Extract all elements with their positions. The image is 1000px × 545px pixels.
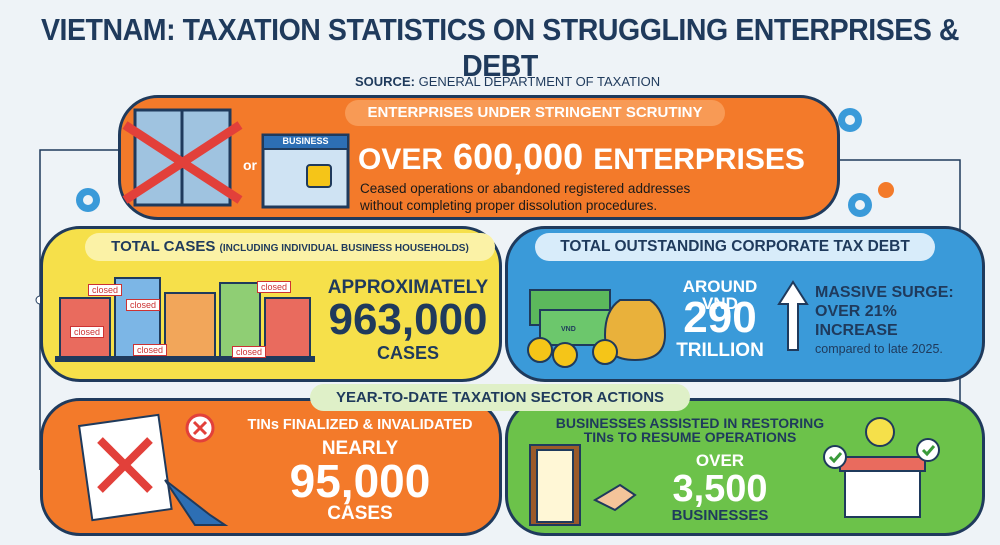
closed-sign: closed <box>232 346 267 358</box>
restore-title: BUSINESSES ASSISTED IN RESTORING TINs TO… <box>555 415 825 445</box>
debt-lead: AROUND VND <box>682 277 758 313</box>
shop-icon <box>823 417 940 518</box>
actions-heading: YEAR-TO-DATE TAXATION SECTOR ACTIONS <box>310 384 690 411</box>
scrutiny-figure: OVER 600,000 ENTERPRISES <box>358 136 805 178</box>
tins-unit: CASES <box>327 503 393 524</box>
debt-heading: TOTAL OUTSTANDING CORPORATE TAX DEBT <box>535 233 935 261</box>
closed-door-icon <box>122 108 350 209</box>
closed-sign: closed <box>257 281 292 293</box>
source-label: SOURCE: <box>355 74 415 89</box>
title: VIETNAM: TAXATION STATISTICS ON STRUGGLI… <box>40 12 960 83</box>
cases-heading-note: (INCLUDING INDIVIDUAL BUSINESS HOUSEHOLD… <box>219 243 469 254</box>
tins-lead: NEARLY <box>321 438 399 459</box>
restore-unit: BUSINESSES <box>671 507 769 524</box>
coin-label: VND <box>561 326 576 333</box>
cases-unit: CASES <box>376 343 439 363</box>
restore-lead: OVER <box>695 451 745 470</box>
scrutiny-suffix: ENTERPRISES <box>593 143 805 176</box>
debt-number: 290 <box>683 293 757 342</box>
closed-sign: closed <box>88 284 123 296</box>
surge: MASSIVE SURGE: OVER 21% INCREASE compare… <box>815 283 954 359</box>
source-text: GENERAL DEPARTMENT OF TAXATION <box>418 74 661 89</box>
restore-number: 3,500 <box>672 468 768 510</box>
up-arrow <box>777 280 809 351</box>
money-icon <box>527 289 667 368</box>
document-icon <box>77 413 229 526</box>
scrutiny-description: Ceased operations or abandoned registere… <box>360 181 691 213</box>
closed-sign: closed <box>133 344 168 356</box>
surge-value: OVER 21% <box>815 303 897 320</box>
surge-word: INCREASE <box>815 322 898 339</box>
closed-sign: closed <box>126 299 161 311</box>
door-handshake-icon <box>529 444 637 526</box>
scrutiny-number: 600,000 <box>453 136 584 177</box>
cases-number: 963,000 <box>328 295 488 344</box>
closed-sign: closed <box>70 326 105 338</box>
cases-lead: APPROXIMATELY <box>327 277 489 298</box>
cases-heading: TOTAL CASES (INCLUDING INDIVIDUAL BUSINE… <box>85 233 495 261</box>
business-sign: BUSINESS <box>282 136 329 146</box>
tins-title: TINs FINALIZED & INVALIDATED <box>247 417 473 433</box>
surge-note: compared to late 2025. <box>815 342 943 356</box>
surge-title: MASSIVE SURGE: <box>815 284 954 301</box>
cases-heading-main: TOTAL CASES <box>111 238 216 255</box>
scrutiny-heading: ENTERPRISES UNDER STRINGENT SCRUTINY <box>345 100 725 126</box>
debt-unit: TRILLION <box>676 340 764 361</box>
or-label: or <box>243 157 257 173</box>
tins-number: 95,000 <box>289 455 431 507</box>
source: SOURCE: GENERAL DEPARTMENT OF TAXATION <box>355 74 660 89</box>
scrutiny-prefix: OVER <box>358 143 444 176</box>
town-icon <box>55 277 315 362</box>
